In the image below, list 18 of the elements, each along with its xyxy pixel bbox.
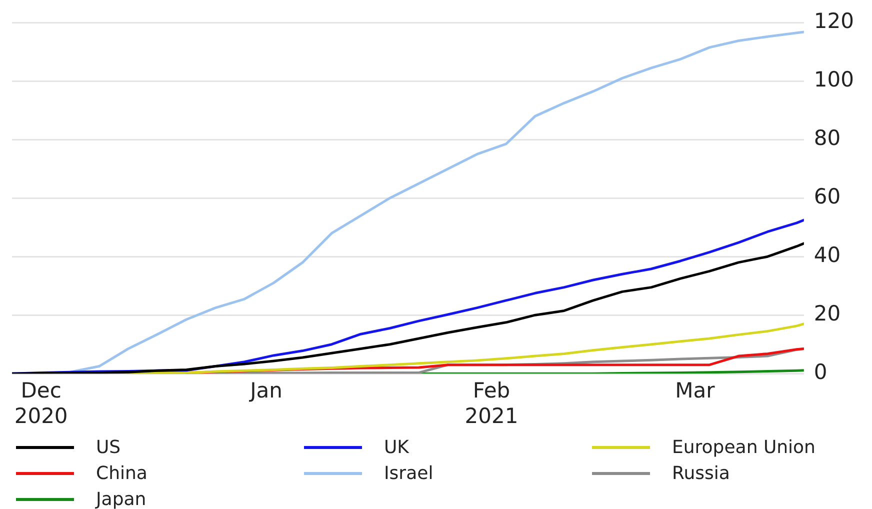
legend-label: Japan — [96, 488, 146, 509]
legend-label: China — [96, 462, 148, 484]
x-tick-label: Mar — [675, 378, 716, 403]
x-tick-label: Feb 2021 — [464, 378, 518, 428]
y-tick-label: 60 — [814, 184, 841, 209]
x-tick-label: Jan — [248, 378, 282, 403]
legend-label: US — [96, 436, 121, 458]
legend-label: UK — [384, 436, 409, 458]
y-tick-label: 120 — [814, 9, 854, 34]
y-tick-label: 0 — [814, 360, 828, 384]
legend-label: Israel — [384, 462, 434, 484]
x-tick-label: Dec 2020 — [14, 378, 68, 428]
legend-label: European Union — [672, 436, 816, 458]
y-tick-label: 100 — [814, 68, 854, 92]
y-tick-label: 40 — [814, 243, 841, 268]
legend-label: Russia — [672, 462, 730, 484]
y-tick-label: 80 — [814, 126, 841, 150]
y-tick-label: 20 — [814, 302, 841, 326]
